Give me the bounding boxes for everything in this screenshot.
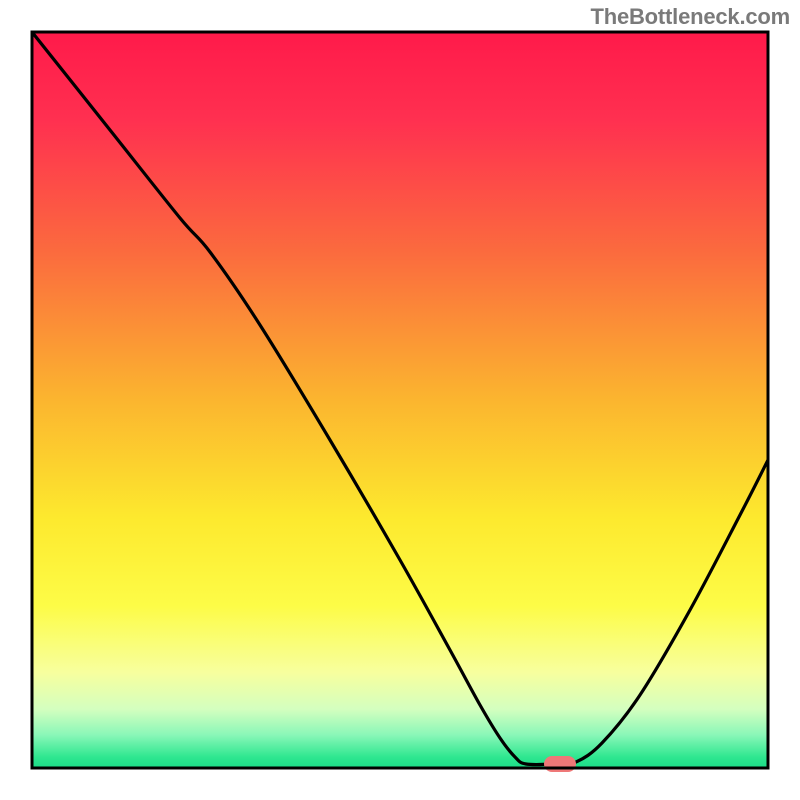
watermark-text: TheBottleneck.com <box>590 4 790 30</box>
chart-container: TheBottleneck.com <box>0 0 800 800</box>
chart-svg <box>0 0 800 800</box>
gradient-background <box>32 32 768 768</box>
optimum-marker <box>544 756 576 772</box>
